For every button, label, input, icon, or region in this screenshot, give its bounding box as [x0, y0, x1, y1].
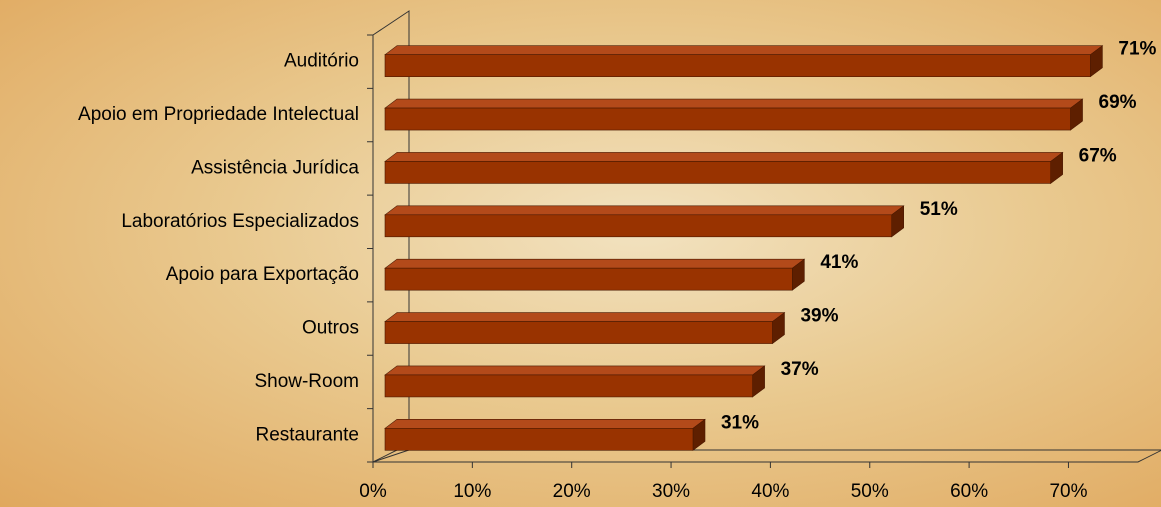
x-tick-label: 30%: [652, 481, 690, 502]
value-label: 67%: [1079, 145, 1117, 166]
bar-top: [384, 258, 806, 269]
bar-top: [384, 312, 786, 322]
value-label: 51%: [920, 199, 958, 220]
bar-top: [384, 419, 706, 429]
bar: [384, 374, 753, 398]
bar-top: [384, 98, 1084, 109]
category-label: Assistência Jurídica: [191, 157, 359, 178]
floor: [372, 449, 1161, 463]
value-label: 69%: [1099, 92, 1137, 113]
bar-top: [384, 152, 1064, 162]
bar: [384, 214, 892, 238]
category-label: Outros: [302, 318, 359, 339]
x-tick-label: 20%: [553, 481, 591, 502]
value-label: 41%: [820, 252, 858, 273]
x-tick-label: 10%: [453, 481, 491, 502]
x-tick-label: 60%: [950, 481, 988, 502]
bar: [384, 107, 1071, 131]
value-label: 37%: [781, 359, 819, 380]
category-label: Show-Room: [254, 371, 359, 392]
value-label: 71%: [1118, 39, 1156, 60]
bar-top: [384, 365, 766, 376]
x-tick-label: 0%: [359, 481, 387, 502]
category-label: Restaurante: [255, 424, 359, 445]
bar: [384, 54, 1091, 77]
bar-top: [384, 205, 905, 216]
bar-top: [384, 45, 1104, 55]
category-label: Apoio em Propriedade Intelectual: [78, 104, 359, 125]
category-label: Apoio para Exportação: [166, 264, 359, 285]
bar: [384, 321, 773, 344]
value-label: 39%: [800, 306, 838, 327]
value-label: 31%: [721, 412, 759, 433]
bar: [384, 267, 793, 291]
x-tick-label: 40%: [751, 481, 789, 502]
category-label: Auditório: [284, 51, 359, 72]
x-tick-label: 50%: [851, 481, 889, 502]
bar: [384, 428, 694, 451]
bar: [384, 161, 1051, 184]
x-tick-label: 70%: [1049, 481, 1087, 502]
category-label: Laboratórios Especializados: [121, 211, 359, 232]
